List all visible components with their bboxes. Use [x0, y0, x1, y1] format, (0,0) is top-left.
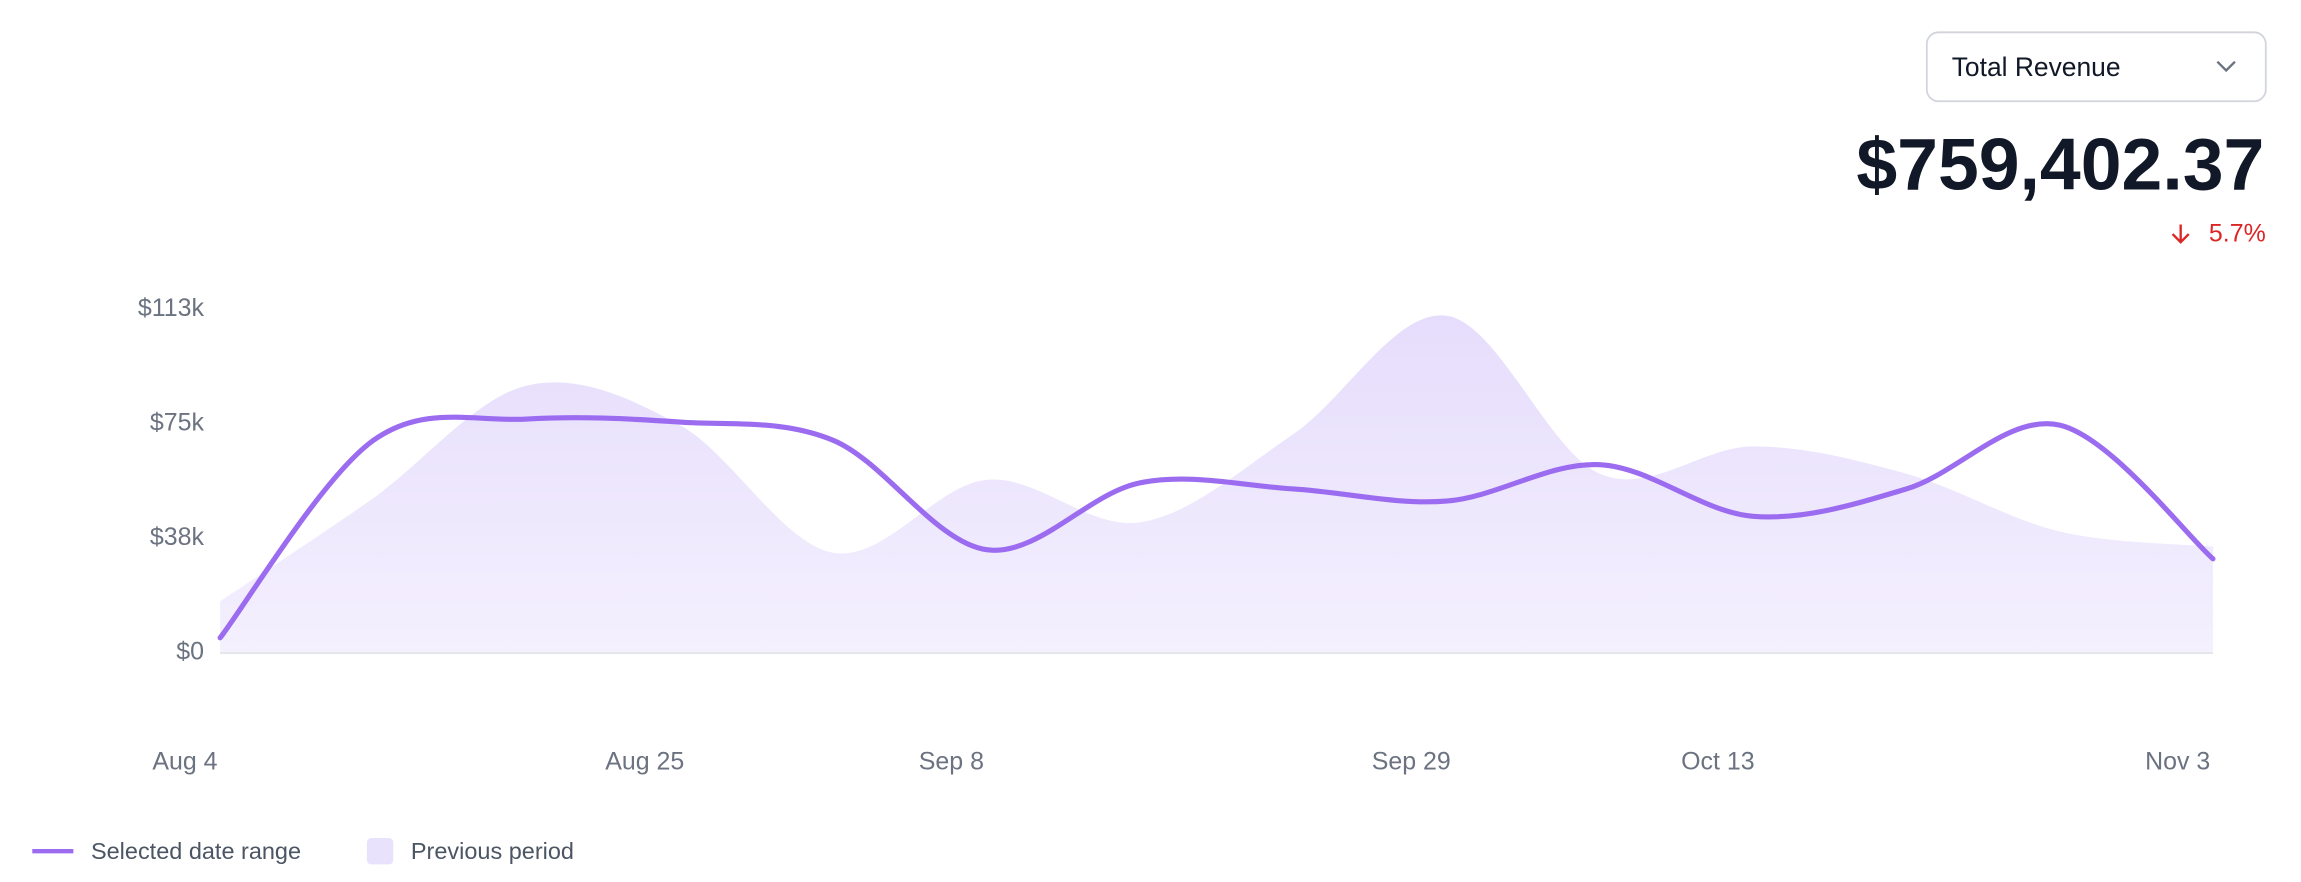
y-tick-label: $38k: [150, 523, 205, 551]
x-tick-label: Sep 29: [1372, 748, 1451, 776]
metric-dropdown[interactable]: Total Revenue: [1925, 31, 2267, 103]
x-tick-label: Aug 25: [605, 748, 684, 776]
x-tick-label: Aug 4: [152, 748, 217, 776]
chevron-icon[interactable]: [2216, 60, 2236, 73]
x-tick-label: Sep 8: [919, 748, 984, 776]
selected-range-line: [217, 414, 2216, 641]
dropdown-box[interactable]: [1925, 31, 2267, 103]
legend-area-swatch: [366, 837, 394, 865]
y-tick-label: $75k: [150, 409, 205, 437]
previous-period-area: [220, 315, 2213, 654]
dropdown-label[interactable]: Total Revenue: [1952, 52, 2121, 82]
x-tick-label: Oct 13: [1681, 748, 1754, 776]
change-value: 5.7%: [2209, 219, 2266, 247]
y-tick-label: $113k: [138, 294, 205, 322]
legend-label: Selected date range: [91, 838, 301, 864]
total-value: $759,402.37: [1856, 124, 2264, 206]
x-tick-label: Nov 3: [2145, 748, 2210, 776]
plot: $0 $38k $75k $113k Aug 4 Aug 25 Sep 8 Sep 29 Oct…: [138, 294, 2216, 776]
down-arrow-icon: [2171, 224, 2190, 244]
legend-label: Previous period: [411, 838, 574, 864]
y-tick-label: $0: [176, 638, 204, 666]
